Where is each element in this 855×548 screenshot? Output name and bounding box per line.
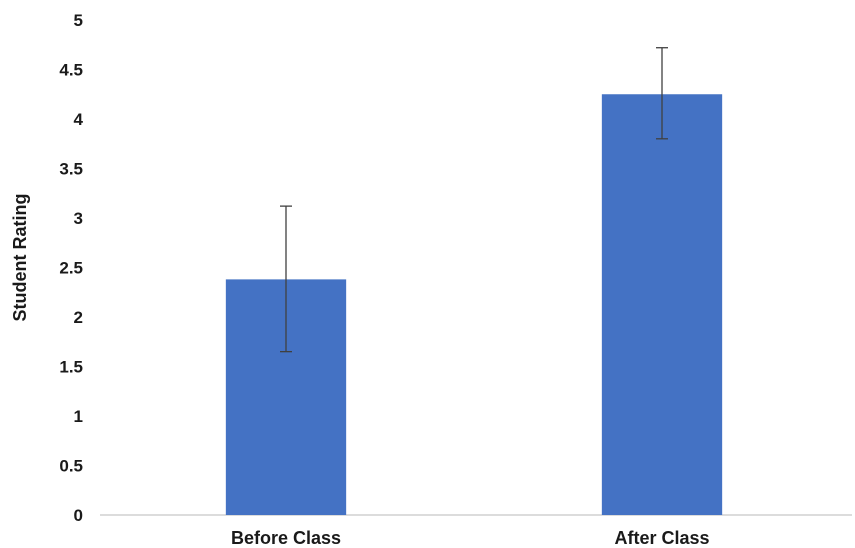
y-tick-label: 2.5 [59,259,83,278]
y-tick-label: 4.5 [59,61,83,80]
y-tick-label: 1 [74,407,83,426]
y-axis-title: Student Rating [10,194,30,322]
y-tick-label: 5 [74,11,83,30]
y-tick-label: 0 [74,506,83,525]
x-category-label: After Class [614,528,709,548]
bars-group [225,94,723,515]
x-category-label: Before Class [231,528,341,548]
error-bars-group [280,47,668,353]
x-axis-labels: Before Class After Class [231,528,710,548]
bar [601,94,723,515]
y-tick-label: 0.5 [59,457,83,476]
y-tick-label: 1.5 [59,358,83,377]
y-tick-label: 3.5 [59,160,83,179]
y-tick-label: 3 [74,209,83,228]
y-tick-label: 4 [74,110,84,129]
y-axis-ticks: 0 0.5 1 1.5 2 2.5 3 3.5 4 4.5 5 [59,11,83,525]
y-tick-label: 2 [74,308,83,327]
